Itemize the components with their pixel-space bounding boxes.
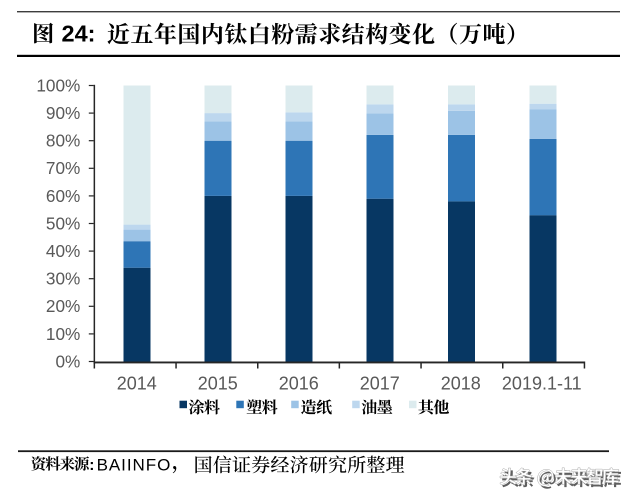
svg-text:20%: 20%	[46, 296, 80, 316]
svg-text:70%: 70%	[46, 158, 80, 178]
svg-text:2019.1-11: 2019.1-11	[502, 373, 582, 393]
svg-text:2016: 2016	[279, 373, 319, 393]
svg-text:24:: 24:	[62, 20, 96, 46]
svg-text:2017: 2017	[360, 373, 400, 393]
svg-text:2015: 2015	[198, 373, 238, 393]
svg-text:0%: 0%	[55, 351, 80, 371]
svg-text:100%: 100%	[36, 75, 80, 95]
svg-text::: :	[89, 457, 94, 474]
svg-text:50%: 50%	[46, 213, 80, 233]
svg-text:60%: 60%	[46, 186, 80, 206]
svg-text:10%: 10%	[46, 324, 80, 344]
svg-text:2018: 2018	[441, 373, 481, 393]
svg-text:90%: 90%	[46, 103, 80, 123]
svg-text:2014: 2014	[117, 373, 157, 393]
svg-text:BAIINFO: BAIINFO	[97, 455, 172, 474]
svg-text:40%: 40%	[46, 241, 80, 261]
svg-text:30%: 30%	[46, 269, 80, 289]
svg-text:80%: 80%	[46, 131, 80, 151]
